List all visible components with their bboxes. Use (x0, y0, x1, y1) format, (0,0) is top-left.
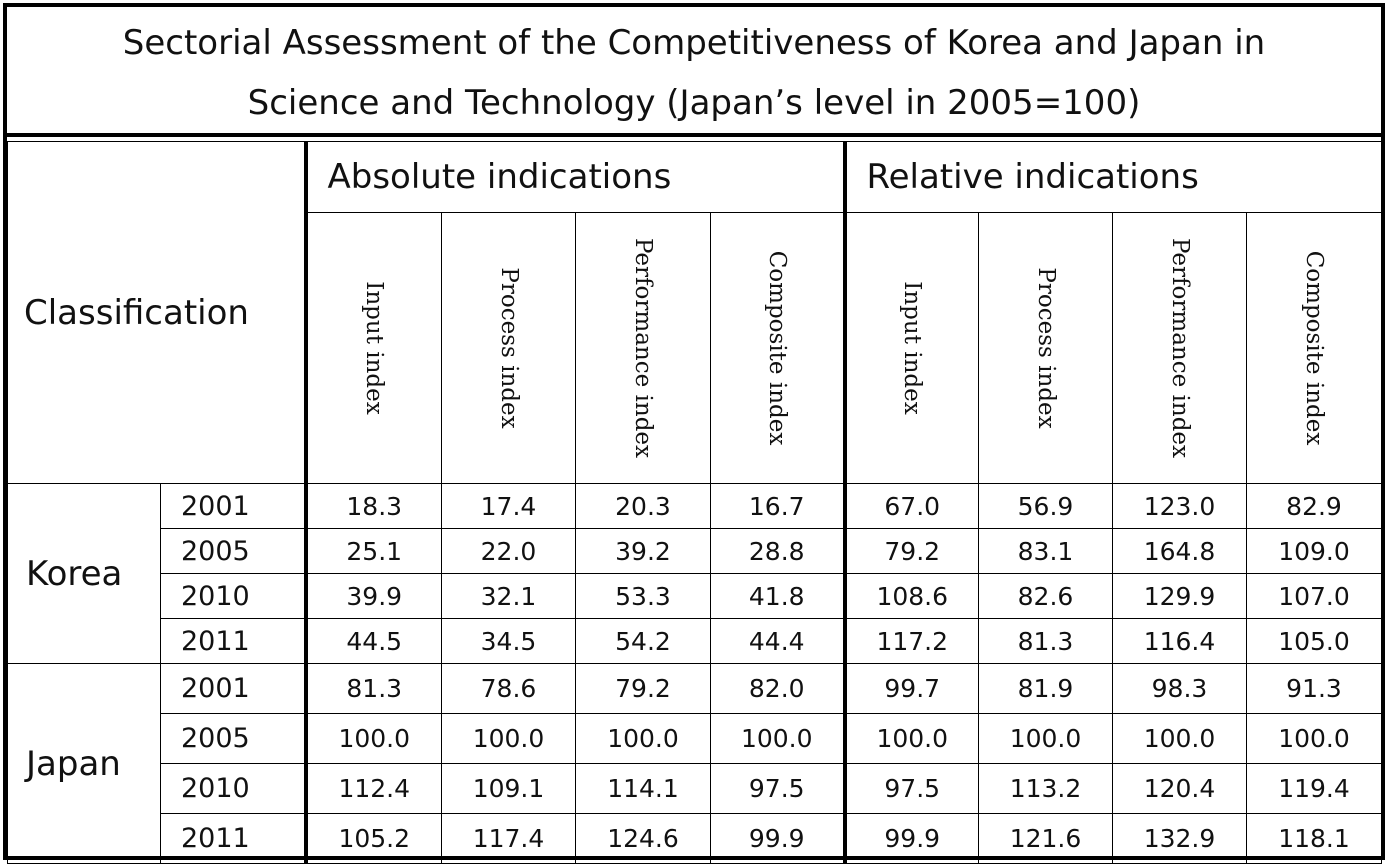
abs-input-index-header: Input index (305, 212, 442, 484)
country-korea: Korea (7, 483, 161, 664)
value-cell: 124.6 (575, 813, 711, 864)
year-cell: 2001 (160, 663, 308, 714)
relative-indications-header: Relative indications (843, 141, 1383, 213)
value-cell: 44.5 (305, 618, 442, 664)
value-cell: 100.0 (844, 713, 979, 764)
value-cell: 105.2 (305, 813, 442, 864)
table-row: 2010 112.4 109.1 114.1 97.5 97.5 113.2 1… (8, 763, 1383, 814)
value-cell: 129.9 (1112, 573, 1247, 619)
value-cell: 81.3 (305, 663, 442, 714)
value-cell: 82.0 (710, 663, 847, 714)
year-cell: 2011 (160, 813, 308, 864)
value-cell: 100.0 (1245, 713, 1383, 764)
value-cell: 34.5 (441, 618, 576, 664)
value-cell: 109.1 (441, 763, 576, 814)
table-row: 2011 105.2 117.4 124.6 99.9 99.9 121.6 1… (8, 813, 1383, 864)
table-row: 2010 39.9 32.1 53.3 41.8 108.6 82.6 129.… (8, 573, 1383, 619)
country-japan: Japan (7, 663, 161, 864)
year-cell: 2005 (160, 713, 308, 764)
value-cell: 120.4 (1112, 763, 1247, 814)
table-row: 2005 100.0 100.0 100.0 100.0 100.0 100.0… (8, 713, 1383, 764)
value-cell: 18.3 (305, 483, 442, 529)
value-cell: 81.3 (978, 618, 1113, 664)
value-cell: 25.1 (305, 528, 442, 574)
abs-performance-index-header: Performance index (575, 212, 711, 484)
value-cell: 105.0 (1245, 618, 1383, 664)
rel-process-index-header: Process index (978, 212, 1113, 484)
rel-composite-index-header: Composite index (1245, 212, 1383, 484)
value-cell: 100.0 (1112, 713, 1247, 764)
value-cell: 97.5 (710, 763, 847, 814)
value-cell: 121.6 (978, 813, 1113, 864)
value-cell: 164.8 (1112, 528, 1247, 574)
value-cell: 39.9 (305, 573, 442, 619)
value-cell: 91.3 (1245, 663, 1383, 714)
table-row: Japan 2001 81.3 78.6 79.2 82.0 99.7 81.9… (7, 663, 1383, 864)
value-cell: 99.7 (844, 663, 979, 714)
value-cell: 41.8 (710, 573, 847, 619)
table-frame: Sectorial Assessment of the Competitiven… (3, 3, 1385, 864)
value-cell: 17.4 (441, 483, 576, 529)
value-cell: 39.2 (575, 528, 711, 574)
value-cell: 117.2 (844, 618, 979, 664)
value-cell: 83.1 (978, 528, 1113, 574)
abs-process-index-header: Process index (441, 212, 576, 484)
value-cell: 117.4 (441, 813, 576, 864)
value-cell: 98.3 (1112, 663, 1247, 714)
year-cell: 2011 (160, 618, 308, 664)
rel-performance-index-header: Performance index (1112, 212, 1247, 484)
table-row: 2011 44.5 34.5 54.2 44.4 117.2 81.3 116.… (8, 618, 1383, 664)
table-row: 2005 25.1 22.0 39.2 28.8 79.2 83.1 164.8… (8, 528, 1383, 574)
year-cell: 2010 (160, 573, 308, 619)
value-cell: 79.2 (844, 528, 979, 574)
classification-header: Classification (7, 141, 308, 484)
value-cell: 100.0 (710, 713, 847, 764)
value-cell: 20.3 (575, 483, 711, 529)
value-cell: 22.0 (441, 528, 576, 574)
year-cell: 2001 (160, 483, 308, 529)
value-cell: 100.0 (441, 713, 576, 764)
value-cell: 100.0 (978, 713, 1113, 764)
value-cell: 100.0 (575, 713, 711, 764)
value-cell: 116.4 (1112, 618, 1247, 664)
value-cell: 97.5 (844, 763, 979, 814)
rel-input-index-header: Input index (844, 212, 979, 484)
value-cell: 118.1 (1245, 813, 1383, 864)
title-line-2: Science and Technology (Japan’s level in… (247, 83, 1141, 123)
value-cell: 114.1 (575, 763, 711, 814)
value-cell: 82.6 (978, 573, 1113, 619)
absolute-indications-header: Absolute indications (305, 141, 847, 213)
value-cell: 81.9 (978, 663, 1113, 714)
value-cell: 79.2 (575, 663, 711, 714)
table-row: Korea 2001 18.3 17.4 20.3 16.7 67.0 56.9… (7, 483, 1383, 664)
value-cell: 28.8 (710, 528, 847, 574)
title-line-1: Sectorial Assessment of the Competitiven… (122, 23, 1266, 63)
value-cell: 100.0 (305, 713, 442, 764)
value-cell: 119.4 (1245, 763, 1383, 814)
value-cell: 112.4 (305, 763, 442, 814)
value-cell: 107.0 (1245, 573, 1383, 619)
value-cell: 53.3 (575, 573, 711, 619)
value-cell: 44.4 (710, 618, 847, 664)
value-cell: 78.6 (441, 663, 576, 714)
value-cell: 67.0 (844, 483, 979, 529)
abs-composite-index-header: Composite index (710, 212, 847, 484)
value-cell: 113.2 (978, 763, 1113, 814)
table-title: Sectorial Assessment of the Competitiven… (7, 7, 1381, 137)
value-cell: 54.2 (575, 618, 711, 664)
value-cell: 109.0 (1245, 528, 1383, 574)
value-cell: 56.9 (978, 483, 1113, 529)
value-cell: 82.9 (1245, 483, 1383, 529)
data-table: Classification Absolute indications Rela… (7, 141, 1383, 864)
year-cell: 2005 (160, 528, 308, 574)
value-cell: 132.9 (1112, 813, 1247, 864)
year-cell: 2010 (160, 763, 308, 814)
value-cell: 99.9 (710, 813, 847, 864)
value-cell: 99.9 (844, 813, 979, 864)
value-cell: 32.1 (441, 573, 576, 619)
value-cell: 108.6 (844, 573, 979, 619)
value-cell: 16.7 (710, 483, 847, 529)
value-cell: 123.0 (1112, 483, 1247, 529)
